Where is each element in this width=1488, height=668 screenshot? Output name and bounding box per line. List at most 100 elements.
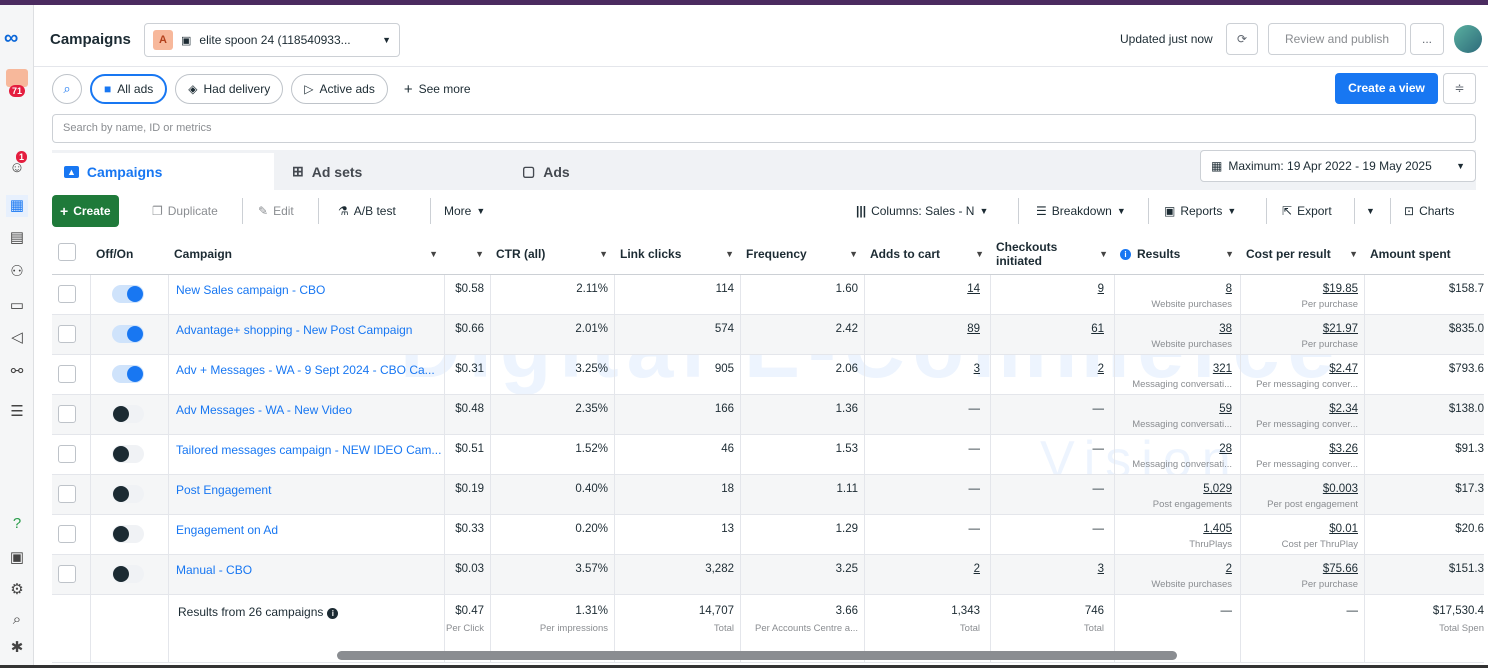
audience-icon[interactable]: ⚇ — [10, 263, 24, 280]
meta-logo-icon[interactable]: ∞ — [4, 27, 19, 49]
filter-had-delivery[interactable]: ◈ Had delivery — [175, 74, 284, 104]
search-input[interactable]: Search by name, ID or metrics — [52, 114, 1476, 143]
row-checkbox[interactable] — [58, 365, 76, 383]
campaign-toggle[interactable] — [112, 405, 144, 423]
ads-manager-icon[interactable]: ▦ — [6, 195, 28, 217]
adds-to-cart-value[interactable]: 14 — [967, 283, 980, 295]
review-publish-button[interactable]: Review and publish — [1268, 23, 1406, 55]
info-icon[interactable]: i — [1120, 248, 1131, 260]
row-checkbox[interactable] — [58, 565, 76, 583]
help-icon[interactable]: ? — [12, 515, 22, 532]
filter-active-ads[interactable]: ▷ Active ads — [291, 74, 388, 104]
campaign-name-link[interactable]: Adv Messages - WA - New Video — [176, 403, 353, 417]
breakdown-dropdown[interactable]: ☰ Breakdown ▼ — [1028, 195, 1134, 227]
campaign-name-link[interactable]: Post Engagement — [176, 483, 272, 497]
table-row[interactable]: Tailored messages campaign - NEW IDEO Ca… — [52, 435, 1484, 475]
export-button[interactable]: ⇱ Export — [1274, 195, 1340, 227]
table-row[interactable]: New Sales campaign - CBO $0.58 2.11% 114 1.6… — [52, 275, 1484, 315]
adds-to-cart-value[interactable]: 3 — [973, 363, 980, 375]
cost-per-result-value[interactable]: $75.66 — [1322, 563, 1358, 575]
campaign-name-link[interactable]: Tailored messages campaign - NEW IDEO Ca… — [176, 443, 442, 457]
billing-icon[interactable]: ▭ — [9, 297, 25, 314]
campaign-name-link[interactable]: Advantage+ shopping - New Post Campaign — [176, 323, 413, 337]
cost-per-result-value[interactable]: $0.003 — [1322, 483, 1358, 495]
cost-per-result-value[interactable]: $21.97 — [1322, 323, 1358, 335]
cost-per-result-value[interactable]: $0.01 — [1329, 523, 1358, 535]
col-amount-spent[interactable]: Amount spent — [1364, 233, 1484, 275]
refresh-button[interactable]: ⟳ — [1226, 23, 1258, 55]
search-icon[interactable]: ⌕ — [12, 611, 22, 628]
see-more-button[interactable]: + See more — [396, 81, 479, 98]
search-toggle-button[interactable]: ⌕ — [52, 74, 82, 104]
checkouts-value[interactable]: 3 — [1097, 563, 1104, 575]
checkouts-value[interactable]: 2 — [1097, 363, 1104, 375]
row-checkbox[interactable] — [58, 525, 76, 543]
col-link-clicks[interactable]: Link clicks ▼ — [614, 233, 740, 275]
results-value[interactable]: 59 — [1219, 403, 1232, 415]
cost-per-result-value[interactable]: $19.85 — [1322, 283, 1358, 295]
col-cost-per-result[interactable]: Cost per result ▼ — [1240, 233, 1364, 275]
notes-icon[interactable]: ▣ — [9, 549, 25, 566]
campaign-megaphone-icon[interactable]: ◁ — [11, 329, 23, 346]
campaign-name-link[interactable]: Engagement on Ad — [176, 523, 279, 537]
campaign-toggle[interactable] — [112, 565, 144, 583]
campaign-name-link[interactable]: New Sales campaign - CBO — [176, 283, 326, 297]
export-options-dropdown[interactable]: ▼ — [1358, 195, 1383, 227]
campaign-toggle[interactable] — [112, 365, 144, 383]
results-value[interactable]: 8 — [1225, 283, 1232, 295]
reports-dropdown[interactable]: ▣ Reports ▼ — [1156, 195, 1244, 227]
info-icon[interactable]: i — [327, 608, 339, 619]
row-checkbox[interactable] — [58, 325, 76, 343]
filter-all-ads[interactable]: ■ All ads — [90, 74, 168, 104]
edit-button[interactable]: ✎ Edit — [250, 195, 302, 227]
duplicate-button[interactable]: ❐ Duplicate — [144, 195, 226, 227]
more-options-button[interactable]: ... — [1410, 23, 1444, 55]
adds-to-cart-value[interactable]: 89 — [967, 323, 980, 335]
date-range-picker[interactable]: ▦ Maximum: 19 Apr 2022 - 19 May 2025 ▼ — [1200, 150, 1476, 182]
table-row[interactable]: Adv Messages - WA - New Video $0.48 2.35% 1… — [52, 395, 1484, 435]
adds-to-cart-value[interactable]: 2 — [973, 563, 980, 575]
account-selector[interactable]: A ▣ elite spoon 24 (118540933... ▼ — [144, 23, 400, 57]
table-row[interactable]: Engagement on Ad $0.33 0.20% 13 1.29 — — 1,405 T… — [52, 515, 1484, 555]
col-cpc[interactable]: ▼ — [444, 233, 490, 275]
campaign-toggle[interactable] — [112, 485, 144, 503]
col-adds-to-cart[interactable]: Adds to cart ▼ — [864, 233, 990, 275]
results-value[interactable]: 2 — [1225, 563, 1232, 575]
bug-report-icon[interactable]: ✱ — [10, 639, 24, 656]
alerts-icon[interactable]: ☺ — [9, 159, 25, 176]
row-checkbox[interactable] — [58, 405, 76, 423]
results-value[interactable]: 38 — [1219, 323, 1232, 335]
results-value[interactable]: 1,405 — [1203, 523, 1232, 535]
columns-dropdown[interactable]: ||| Columns: Sales - N ▼ — [848, 195, 996, 227]
more-dropdown[interactable]: More ▼ — [436, 195, 493, 227]
cost-per-result-value[interactable]: $2.34 — [1329, 403, 1358, 415]
campaign-toggle[interactable] — [112, 325, 144, 343]
tab-ads[interactable]: ▢ Ads — [510, 153, 732, 190]
menu-icon[interactable]: ☰ — [10, 403, 24, 420]
campaign-toggle[interactable] — [112, 525, 144, 543]
row-checkbox[interactable] — [58, 445, 76, 463]
col-offon[interactable]: Off/On — [90, 233, 168, 275]
select-all-checkbox[interactable] — [58, 243, 76, 261]
table-row[interactable]: Manual - CBO $0.03 3.57% 3,282 3.25 2 3 2 Websit… — [52, 555, 1484, 595]
account-avatar-icon[interactable] — [6, 69, 28, 87]
checkouts-value[interactable]: 61 — [1091, 323, 1104, 335]
ab-test-button[interactable]: ⚗ A/B test — [330, 195, 404, 227]
user-avatar[interactable] — [1454, 25, 1482, 53]
col-campaign[interactable]: Campaign ▼ — [168, 233, 444, 275]
accounts-icon[interactable]: ⚯ — [10, 363, 24, 380]
results-value[interactable]: 321 — [1212, 363, 1232, 375]
col-frequency[interactable]: Frequency ▼ — [740, 233, 864, 275]
col-ctr[interactable]: CTR (all) ▼ — [490, 233, 614, 275]
pages-icon[interactable]: ▤ — [9, 229, 25, 246]
cost-per-result-value[interactable]: $2.47 — [1329, 363, 1358, 375]
horizontal-scrollbar[interactable] — [337, 651, 1177, 660]
table-row[interactable]: Post Engagement $0.19 0.40% 18 1.11 — — 5,029 Po… — [52, 475, 1484, 515]
col-checkouts[interactable]: Checkouts initiated ▼ — [990, 233, 1114, 275]
cost-per-result-value[interactable]: $3.26 — [1329, 443, 1358, 455]
tab-ad-sets[interactable]: ⊞ Ad sets — [280, 153, 502, 190]
campaign-name-link[interactable]: Adv + Messages - WA - 9 Sept 2024 - CBO … — [176, 363, 435, 377]
checkouts-value[interactable]: 9 — [1097, 283, 1104, 295]
view-settings-button[interactable]: ≑ — [1443, 73, 1476, 104]
row-checkbox[interactable] — [58, 285, 76, 303]
